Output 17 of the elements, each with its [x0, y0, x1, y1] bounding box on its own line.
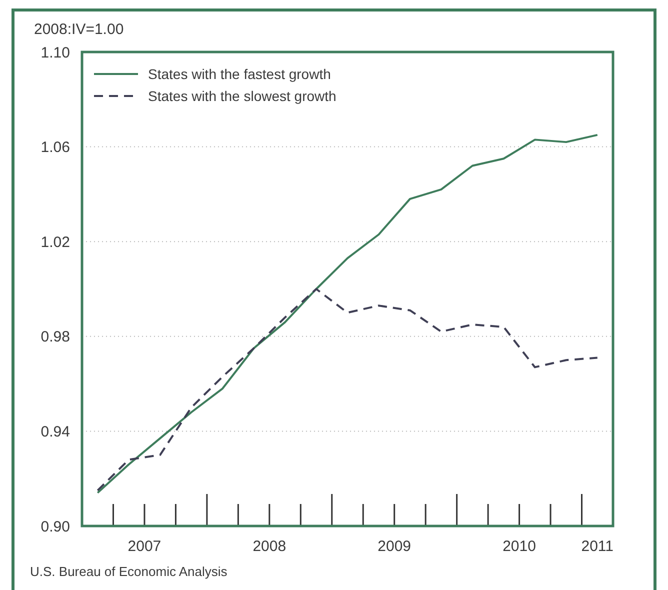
- x-tick-label: 2009: [378, 538, 412, 555]
- legend-label: States with the fastest growth: [148, 66, 331, 82]
- y-tick-label: 0.94: [40, 423, 70, 440]
- y-tick-label: 1.10: [40, 44, 70, 62]
- legend-label: States with the slowest growth: [148, 88, 336, 104]
- x-tick-label: 2007: [128, 538, 162, 555]
- x-tick-label: 2011: [581, 538, 614, 555]
- y-tick-label: 1.06: [40, 139, 70, 156]
- x-tick-label: 2008: [252, 538, 286, 555]
- y-tick-label: 1.02: [40, 234, 70, 251]
- text: U.S. Bureau of Economic Analysis: [30, 564, 228, 579]
- y-tick-label: 0.90: [40, 518, 70, 536]
- y-axis-title: 2008:IV=1.00: [34, 21, 124, 38]
- x-tick-label: 2010: [502, 538, 536, 555]
- line-series: [96, 288, 598, 492]
- y-tick-label: 0.98: [40, 328, 70, 346]
- line-series: [96, 134, 598, 494]
